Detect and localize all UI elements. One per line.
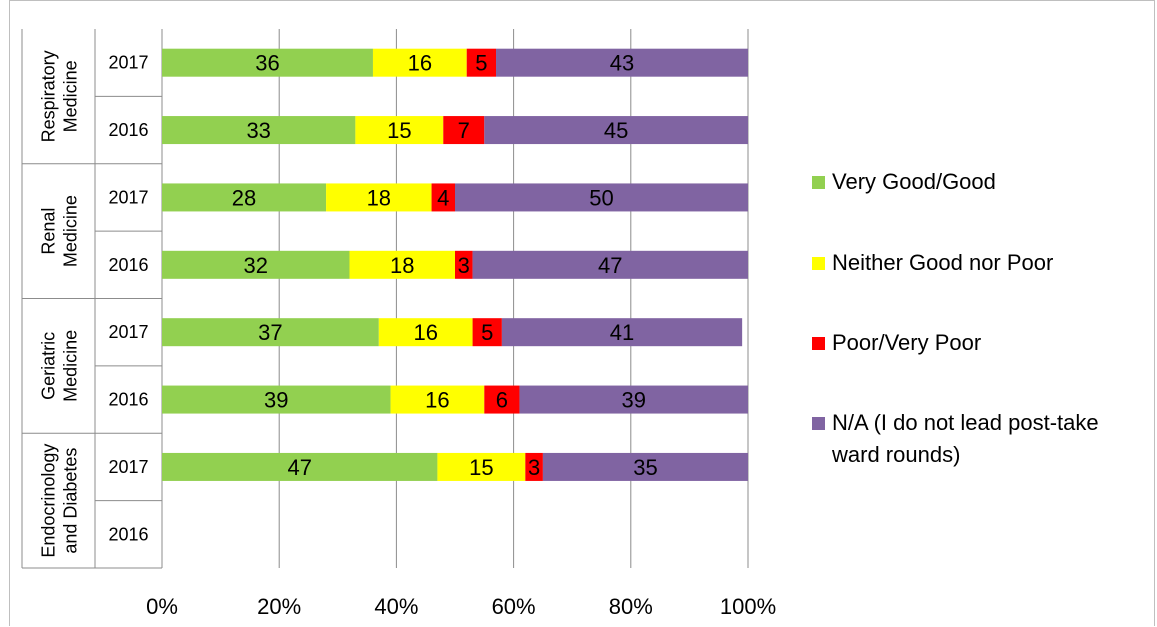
legend-swatch (812, 176, 825, 189)
legend-label: ward rounds) (831, 442, 960, 467)
data-label: 32 (244, 253, 268, 278)
data-label: 15 (387, 118, 411, 143)
data-label: 3 (528, 455, 540, 480)
bar-segment (542, 452, 748, 481)
legend-label: N/A (I do not lead post-take (832, 410, 1099, 435)
group-label-line: Renal (39, 208, 59, 255)
legend-swatch (812, 257, 825, 270)
data-label: 39 (621, 388, 645, 413)
data-label: 5 (481, 320, 493, 345)
data-label: 43 (610, 51, 634, 76)
group-label: Respiratory Medicine (39, 50, 81, 142)
data-label: 3 (458, 253, 470, 278)
bar-segment (162, 452, 438, 481)
data-label: 35 (633, 455, 657, 480)
bar-segment (355, 116, 444, 145)
bar-segment (162, 48, 373, 77)
data-label: 39 (264, 388, 288, 413)
bar-segment (372, 48, 467, 77)
bar-segment (162, 116, 356, 145)
bar-segment (484, 385, 520, 414)
bar-segment (455, 250, 473, 279)
data-label: 41 (610, 320, 634, 345)
data-label: 28 (232, 185, 256, 210)
x-tick-label: 80% (609, 594, 653, 619)
group-label-line: Medicine (61, 330, 81, 402)
group-label: Geriatric Medicine (39, 330, 81, 402)
year-label: 2017 (108, 322, 148, 342)
year-label: 2017 (108, 53, 148, 73)
legend-swatch (812, 417, 825, 430)
year-label: 2017 (108, 457, 148, 477)
data-label: 16 (413, 320, 437, 345)
year-label: 2016 (108, 524, 148, 544)
legend-label: Neither Good nor Poor (832, 250, 1053, 275)
bar-segment (501, 318, 743, 347)
group-label-line: Geriatric (39, 332, 59, 400)
data-label: 33 (246, 118, 270, 143)
legend-label: Very Good/Good (832, 169, 996, 194)
bar-segment (162, 318, 379, 347)
x-tick-label: 40% (374, 594, 418, 619)
bar-segment (349, 250, 455, 279)
data-label: 37 (258, 320, 282, 345)
group-label: Renal Medicine (39, 195, 81, 267)
bar-segment (443, 116, 485, 145)
bar-segment (326, 183, 432, 212)
group-label: Endocrinology and Diabetes (39, 444, 81, 558)
bar-segment (390, 385, 485, 414)
data-label: 18 (367, 185, 391, 210)
x-tick-label: 60% (492, 594, 536, 619)
data-label: 47 (598, 253, 622, 278)
bar-segment (378, 318, 473, 347)
x-tick-label: 100% (720, 594, 776, 619)
year-label: 2017 (108, 187, 148, 207)
data-label: 5 (475, 51, 487, 76)
data-label: 4 (437, 185, 449, 210)
bar-segment (472, 318, 502, 347)
year-label: 2016 (108, 255, 148, 275)
legend-label: Poor/Very Poor (832, 330, 981, 355)
group-label-line: Medicine (61, 60, 81, 132)
bar-segment (496, 48, 748, 77)
group-label-line: Endocrinology (39, 444, 59, 558)
year-label: 2016 (108, 390, 148, 410)
bar-segment (162, 250, 350, 279)
chart-frame (9, 0, 1155, 626)
bar-segment (519, 385, 748, 414)
data-label: 45 (604, 118, 628, 143)
bar-segment (466, 48, 497, 77)
bar-segment (431, 183, 455, 212)
bar-segment (472, 250, 748, 279)
data-label: 50 (589, 185, 613, 210)
bar-segment (455, 183, 748, 212)
group-label-line: Medicine (61, 195, 81, 267)
data-label: 47 (287, 455, 311, 480)
group-label-line: Respiratory (39, 50, 59, 142)
year-label: 2016 (108, 120, 148, 140)
bar-segment (162, 385, 391, 414)
bar-segment (437, 452, 526, 481)
data-label: 6 (496, 388, 508, 413)
data-label: 36 (255, 51, 279, 76)
data-label: 15 (469, 455, 493, 480)
bar-segment (525, 452, 543, 481)
data-label: 7 (458, 118, 470, 143)
data-label: 18 (390, 253, 414, 278)
bar-segment (484, 116, 748, 145)
x-tick-label: 20% (257, 594, 301, 619)
bar-segment (162, 183, 327, 212)
x-tick-label: 0% (146, 594, 178, 619)
data-label: 16 (408, 51, 432, 76)
group-label-line: and Diabetes (61, 448, 81, 554)
data-label: 16 (425, 388, 449, 413)
legend-swatch (812, 337, 825, 350)
